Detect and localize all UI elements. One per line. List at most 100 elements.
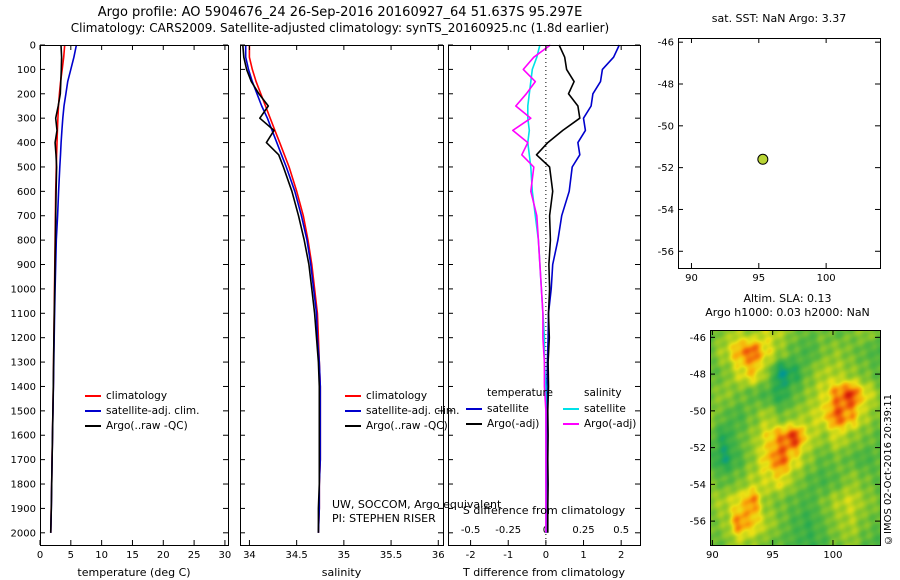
y-tick-label: 1600 bbox=[11, 431, 36, 442]
series-s-argo-adj- bbox=[511, 44, 551, 533]
legend-item-s-argo: Argo(-adj) bbox=[563, 416, 636, 431]
x-tick-label: 0 bbox=[37, 550, 43, 561]
x-tick-label: 1 bbox=[580, 550, 586, 561]
legend-item-satellite-adj: satellite-adj. clim. bbox=[345, 403, 459, 418]
argo-location-dot bbox=[757, 153, 769, 165]
y-tick-label: -52 bbox=[690, 443, 706, 454]
y-tick-label: 300 bbox=[17, 114, 36, 125]
y-tick-label: 1900 bbox=[11, 504, 36, 515]
y-tick-label: 100 bbox=[17, 65, 36, 76]
x-tick-label: 30 bbox=[219, 550, 232, 561]
legend-label-climatology: climatology bbox=[366, 389, 428, 402]
xlabel-temperature: temperature (deg C) bbox=[77, 566, 191, 579]
legend-item-argo: Argo(..raw -QC) bbox=[345, 418, 459, 433]
legend-line-t-satellite bbox=[466, 407, 482, 410]
salinity-profile-frame bbox=[240, 45, 444, 546]
y-tick-label: -50 bbox=[690, 406, 706, 417]
xlabel-salinity: salinity bbox=[321, 566, 362, 579]
legend-label-t-argo: Argo(-adj) bbox=[487, 417, 540, 430]
y-tick-label: -46 bbox=[658, 38, 674, 49]
legend-label-s-satellite: satellite bbox=[584, 402, 626, 415]
x-tick-label: 35.5 bbox=[380, 550, 402, 561]
sla-heatmap-image bbox=[710, 330, 880, 545]
x-tick-label: -2 bbox=[466, 550, 476, 561]
legend-header-temperature: temperature bbox=[487, 387, 553, 399]
x-tick-label: 5 bbox=[68, 550, 74, 561]
y-tick-label: 1800 bbox=[11, 480, 36, 491]
legend-line-t-argo bbox=[466, 422, 482, 425]
series-t-argo-adj- bbox=[535, 44, 581, 533]
sla-map-title-line2: Argo h1000: 0.03 h2000: NaN bbox=[705, 306, 870, 319]
y-tick-label: -50 bbox=[658, 121, 674, 132]
y-tick-label: -48 bbox=[658, 80, 674, 91]
y-tick-label: -52 bbox=[658, 163, 674, 174]
y-tick-label: 700 bbox=[17, 211, 36, 222]
org-annotation-line2: PI: STEPHEN RISER bbox=[332, 512, 436, 525]
s-axis-tick-label: -0.5 bbox=[461, 525, 481, 536]
y-tick-label: 1300 bbox=[11, 358, 36, 369]
y-tick-label: 400 bbox=[17, 138, 36, 149]
y-tick-label: -56 bbox=[658, 247, 674, 258]
legend-line-satellite-adj bbox=[85, 409, 101, 412]
y-tick-label: 1200 bbox=[11, 333, 36, 344]
figure-title-line1: Argo profile: AO 5904676_24 26-Sep-2016 … bbox=[97, 5, 583, 20]
legend-line-s-satellite bbox=[563, 407, 579, 410]
location-map-frame bbox=[678, 38, 881, 269]
series-argo-raw-qc- bbox=[242, 44, 321, 533]
legend-label-t-satellite: satellite bbox=[487, 402, 529, 415]
legend-label-argo: Argo(..raw -QC) bbox=[366, 419, 448, 432]
y-tick-label: 200 bbox=[17, 89, 36, 100]
legend-label-climatology: climatology bbox=[106, 389, 168, 402]
x-tick-label: 34 bbox=[243, 550, 256, 561]
legend-item-climatology: climatology bbox=[345, 388, 459, 403]
x-tick-label: 15 bbox=[126, 550, 139, 561]
sla-map-title-line1: Altim. SLA: 0.13 bbox=[743, 292, 832, 305]
legend-item-t-satellite: satellite bbox=[466, 401, 553, 416]
legend-line-argo bbox=[345, 424, 361, 427]
s-difference-axis-label: S difference from climatology bbox=[462, 504, 626, 517]
x-tick-label: -1 bbox=[503, 550, 513, 561]
y-tick-label: 600 bbox=[17, 187, 36, 198]
series-satellite-adj-clim- bbox=[244, 45, 322, 533]
y-tick-label: -56 bbox=[690, 517, 706, 528]
x-tick-label: 90 bbox=[706, 550, 719, 561]
x-tick-label: 20 bbox=[157, 550, 170, 561]
temperature-profile-frame bbox=[40, 45, 229, 546]
org-annotation-line1: UW, SOCCOM, Argo equivalent bbox=[332, 498, 502, 511]
s-axis-tick-label: 0.25 bbox=[572, 525, 594, 536]
x-tick-label: 35 bbox=[337, 550, 350, 561]
x-tick-label: 95 bbox=[752, 273, 765, 284]
legend-line-satellite-adj bbox=[345, 409, 361, 412]
legend-column-temperature: temperature satellite Argo(-adj) bbox=[466, 386, 553, 431]
y-tick-label: 500 bbox=[17, 162, 36, 173]
legend-header-salinity: salinity bbox=[584, 387, 622, 399]
y-tick-label: 1500 bbox=[11, 406, 36, 417]
y-tick-label: 1400 bbox=[11, 382, 36, 393]
y-tick-label: 1700 bbox=[11, 455, 36, 466]
legend-line-climatology bbox=[85, 394, 101, 397]
y-tick-label: 1100 bbox=[11, 309, 36, 320]
series-t-satellite bbox=[545, 44, 621, 533]
y-tick-label: -46 bbox=[690, 333, 706, 344]
y-tick-label: 800 bbox=[17, 236, 36, 247]
figure-title-line2: Climatology: CARS2009. Satellite-adjuste… bbox=[70, 21, 610, 35]
legend-difference-panel: temperature satellite Argo(-adj) salinit… bbox=[466, 386, 636, 431]
xlabel-t-difference: T difference from climatology bbox=[463, 566, 625, 579]
legend-label-satellite-adj: satellite-adj. clim. bbox=[106, 404, 200, 417]
legend-item-t-argo: Argo(-adj) bbox=[466, 416, 553, 431]
x-tick-label: 34.5 bbox=[286, 550, 308, 561]
y-tick-label: 900 bbox=[17, 260, 36, 271]
legend-label-argo: Argo(..raw -QC) bbox=[106, 419, 188, 432]
legend-label-satellite-adj: satellite-adj. clim. bbox=[366, 404, 460, 417]
legend-line-s-argo bbox=[563, 422, 579, 425]
y-tick-label: 0 bbox=[30, 41, 36, 52]
legend-temperature-profile: climatology satellite-adj. clim. Argo(..… bbox=[85, 388, 199, 433]
y-tick-label: -48 bbox=[690, 370, 706, 381]
sla-map-frame bbox=[710, 330, 881, 546]
legend-salinity-profile: climatology satellite-adj. clim. Argo(..… bbox=[345, 388, 459, 433]
legend-item-climatology: climatology bbox=[85, 388, 199, 403]
x-tick-label: 100 bbox=[823, 550, 842, 561]
legend-label-s-argo: Argo(-adj) bbox=[584, 417, 637, 430]
legend-item-argo: Argo(..raw -QC) bbox=[85, 418, 199, 433]
y-tick-label: 2000 bbox=[11, 528, 36, 539]
